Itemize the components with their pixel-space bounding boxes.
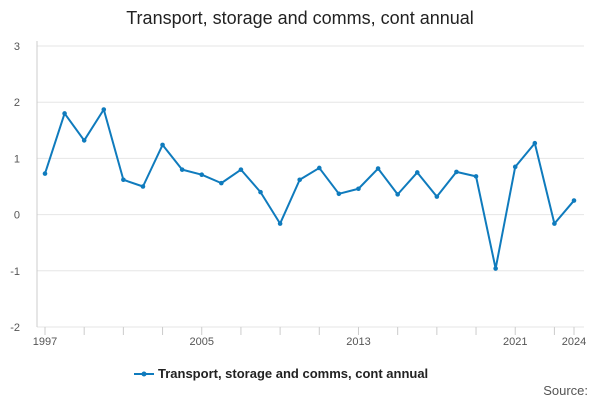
x-tick-label: 1997 <box>33 336 57 348</box>
data-point[interactable] <box>42 171 48 176</box>
x-axis-tick-labels: 1997 2005 2013 2021 2024 <box>33 336 586 348</box>
y-tick-label: 1 <box>14 153 20 165</box>
data-point[interactable] <box>532 140 538 146</box>
data-point[interactable] <box>179 167 185 172</box>
series-line <box>44 108 575 270</box>
x-axis <box>36 41 575 335</box>
data-point[interactable] <box>375 166 381 171</box>
data-point[interactable] <box>199 172 205 177</box>
data-point[interactable] <box>493 266 498 271</box>
x-tick-label: 2021 <box>503 336 527 348</box>
data-point[interactable] <box>356 186 361 192</box>
y-axis-tick-labels: -2 -1 0 1 2 3 <box>10 41 20 334</box>
data-point[interactable] <box>316 165 322 171</box>
source-label: Source: <box>543 383 588 398</box>
data-point[interactable] <box>238 167 244 172</box>
data-point[interactable] <box>473 174 479 179</box>
x-tick-label: 2013 <box>346 336 370 348</box>
data-point[interactable] <box>336 191 342 197</box>
data-point[interactable] <box>297 177 303 183</box>
y-tick-label: 2 <box>14 97 20 109</box>
data-point[interactable] <box>219 180 224 186</box>
y-tick-label: 0 <box>14 210 20 222</box>
data-point[interactable] <box>512 164 518 170</box>
chart-title: Transport, storage and comms, cont annua… <box>126 8 474 28</box>
y-tick-label: 3 <box>14 41 20 53</box>
data-point[interactable] <box>395 192 400 197</box>
legend-marker-swatch <box>141 371 147 377</box>
data-point[interactable] <box>552 221 557 226</box>
gridlines <box>37 45 584 328</box>
x-tick-label: 2005 <box>189 336 213 348</box>
x-tick-label: 2024 <box>562 336 586 348</box>
legend[interactable]: Transport, storage and comms, cont annua… <box>134 366 428 381</box>
data-point[interactable] <box>62 111 67 116</box>
data-point[interactable] <box>277 221 283 226</box>
series-group <box>42 107 577 271</box>
data-point[interactable] <box>414 170 420 175</box>
legend-label: Transport, storage and comms, cont annua… <box>158 366 428 381</box>
data-point[interactable] <box>258 189 263 195</box>
data-point[interactable] <box>101 107 107 112</box>
data-point[interactable] <box>454 169 459 175</box>
data-point[interactable] <box>434 194 440 199</box>
data-point[interactable] <box>140 184 146 189</box>
data-point[interactable] <box>160 142 165 148</box>
y-tick-label: -2 <box>10 322 20 334</box>
data-point[interactable] <box>81 138 87 143</box>
y-tick-label: -1 <box>10 266 20 278</box>
data-point[interactable] <box>121 177 126 183</box>
data-point[interactable] <box>571 198 577 203</box>
